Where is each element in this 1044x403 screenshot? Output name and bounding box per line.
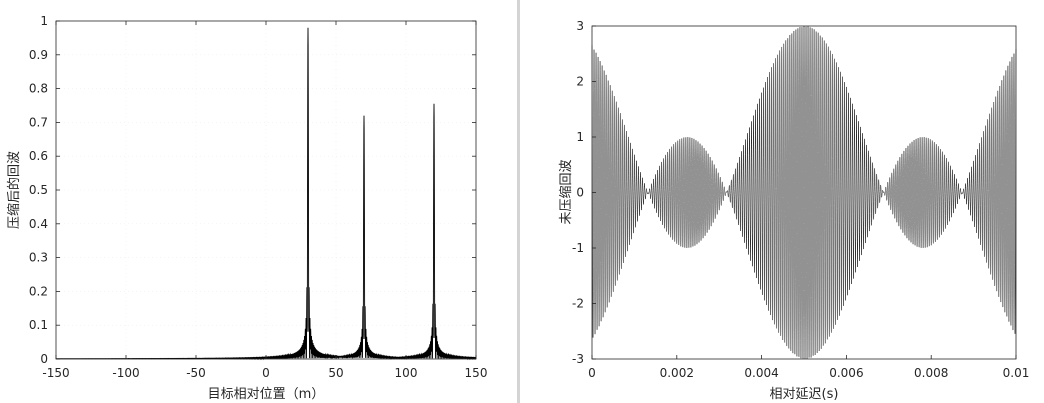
right-x-tick-label: 0.01 xyxy=(1003,366,1030,380)
right-y-tick-label: -1 xyxy=(572,241,584,255)
right-y-tick-label: 3 xyxy=(576,19,584,33)
right-x-ticks: 0 0.002 0.004 0.006 0.008 0.01 xyxy=(588,355,1029,380)
right-x-tick-label: 0.008 xyxy=(914,366,948,380)
uncompressed-echo-chart: 0 0.002 0.004 0.006 0.008 0.01 -3 -2 -1 0 1 2 3 相对延… xyxy=(558,19,1029,402)
left-y-tick-label: 0.4 xyxy=(29,217,48,231)
left-y-tick-label: 0.7 xyxy=(29,115,48,129)
right-y-tick-label: -2 xyxy=(572,297,584,311)
left-grid xyxy=(56,21,476,359)
right-y-ticks: -3 -2 -1 0 1 2 3 xyxy=(572,19,596,366)
right-y-tick-label: 0 xyxy=(576,186,584,200)
left-y-tick-label: 0 xyxy=(40,352,48,366)
right-y-tick-label: 2 xyxy=(576,75,584,89)
right-x-tick-label: 0.002 xyxy=(660,366,694,380)
panel-divider xyxy=(517,0,520,403)
right-y-tick-label: 1 xyxy=(576,130,584,144)
left-y-tick-label: 0.3 xyxy=(29,251,48,265)
left-x-tick-label: 100 xyxy=(395,366,418,380)
left-y-tick-label: 0.8 xyxy=(29,82,48,96)
left-x-tick-label: 50 xyxy=(328,366,343,380)
left-y-tick-label: 0.9 xyxy=(29,48,48,62)
left-x-tick-label: 150 xyxy=(465,366,488,380)
right-x-tick-label: 0.006 xyxy=(829,366,863,380)
right-y-axis-label: 未压缩回波 xyxy=(558,159,574,224)
left-y-tick-label: 0.5 xyxy=(29,183,48,197)
right-x-tick-label: 0 xyxy=(588,366,596,380)
right-x-tick-label: 0.004 xyxy=(744,366,778,380)
right-x-axis-label: 相对延迟(s) xyxy=(770,387,839,402)
left-y-axis-label: 压缩后的回波 xyxy=(6,151,22,229)
left-y-ticks: 0 0.1 0.2 0.3 0.4 0.5 0.6 0.7 0.8 0.9 1 xyxy=(29,14,476,366)
left-y-tick-label: 1 xyxy=(40,14,48,28)
left-x-tick-label: -100 xyxy=(112,366,139,380)
right-plot-area xyxy=(592,26,1016,359)
right-y-tick-label: -3 xyxy=(572,352,584,366)
left-y-tick-label: 0.6 xyxy=(29,149,48,163)
left-y-tick-label: 0.2 xyxy=(29,284,48,298)
compressed-echo-chart: -150 -100 -50 0 50 100 150 0 0.1 0.2 0.3 0.4 0.5 0.6… xyxy=(6,14,487,402)
left-x-axis-label: 目标相对位置（m） xyxy=(208,387,325,402)
left-x-tick-label: -150 xyxy=(42,366,69,380)
left-x-tick-label: -50 xyxy=(186,366,206,380)
left-y-tick-label: 0.1 xyxy=(29,318,48,332)
left-x-ticks: -150 -100 -50 0 50 100 150 xyxy=(42,21,487,380)
left-x-tick-label: 0 xyxy=(262,366,270,380)
